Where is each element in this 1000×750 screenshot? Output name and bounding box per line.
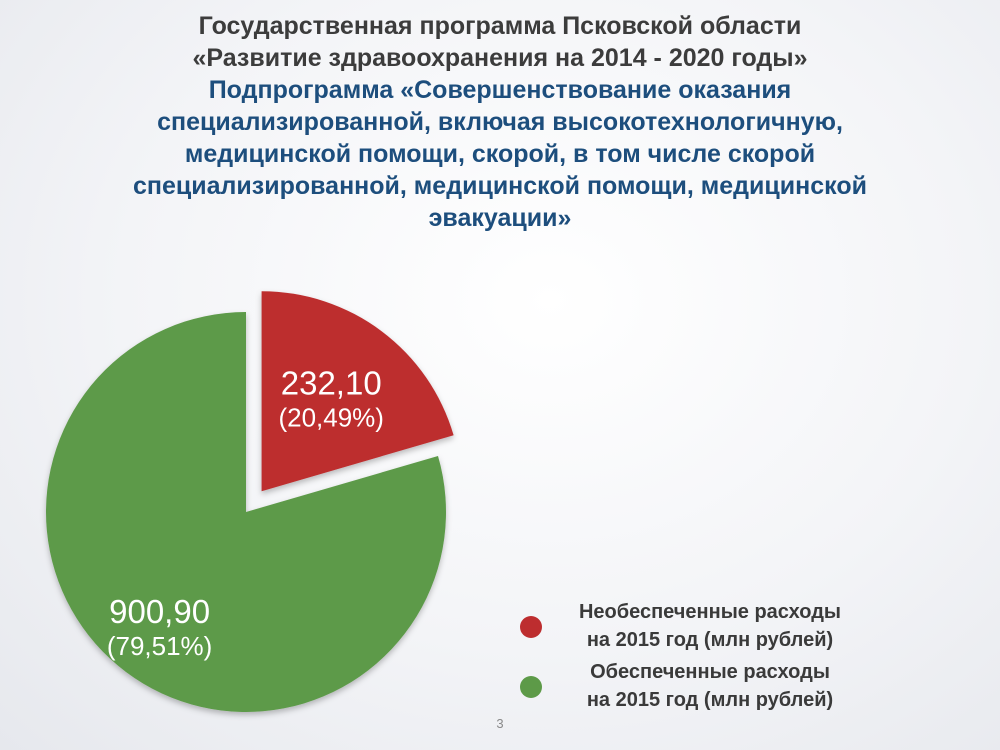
subtitle-line-1: Подпрограмма «Совершенствование оказания (208, 76, 792, 104)
legend-label-unfunded-line2: на 2015 год (млн рублей) (586, 629, 834, 651)
pie-slice-0 (261, 291, 454, 492)
page-title: Государственная программа Псковской обла… (40, 10, 960, 234)
subtitle-line-5: эвакуации» (428, 204, 572, 232)
pie-slice-1-value-label: 900,90 (109, 593, 210, 630)
legend-label-unfunded: Необеспеченные расходы на 2015 год (млн … (550, 598, 870, 654)
subtitle-line-4: специализированной, медицинской помощи, … (133, 172, 867, 200)
subtitle-line-2: специализированной, включая высокотехнол… (157, 108, 843, 136)
legend-label-funded-line1: Обеспеченные расходы (590, 661, 830, 683)
pie-slice-0-value-label: 232,10 (281, 364, 382, 401)
subtitle-line-3: медицинской помощи, скорой, в том числе … (184, 140, 816, 168)
pie-slice-0-percent-label: (20,49%) (278, 402, 384, 432)
chart-legend: Необеспеченные расходы на 2015 год (млн … (520, 598, 880, 718)
title-line-2: «Развитие здравоохранения на 2014 - 2020… (192, 44, 808, 72)
legend-swatch-unfunded (520, 616, 542, 638)
title-line-1: Государственная программа Псковской обла… (198, 12, 802, 40)
pie-slice-1 (46, 312, 446, 712)
pie-slice-1-percent-label: (79,51%) (107, 631, 213, 661)
legend-label-funded-line2: на 2015 год (млн рублей) (586, 689, 834, 711)
legend-swatch-funded (520, 676, 542, 698)
legend-label-unfunded-line1: Необеспеченные расходы (578, 601, 842, 623)
legend-item-unfunded: Необеспеченные расходы на 2015 год (млн … (520, 598, 880, 658)
page-number: 3 (496, 716, 504, 731)
legend-label-funded: Обеспеченные расходы на 2015 год (млн ру… (550, 658, 870, 714)
legend-item-funded: Обеспеченные расходы на 2015 год (млн ру… (520, 658, 880, 718)
